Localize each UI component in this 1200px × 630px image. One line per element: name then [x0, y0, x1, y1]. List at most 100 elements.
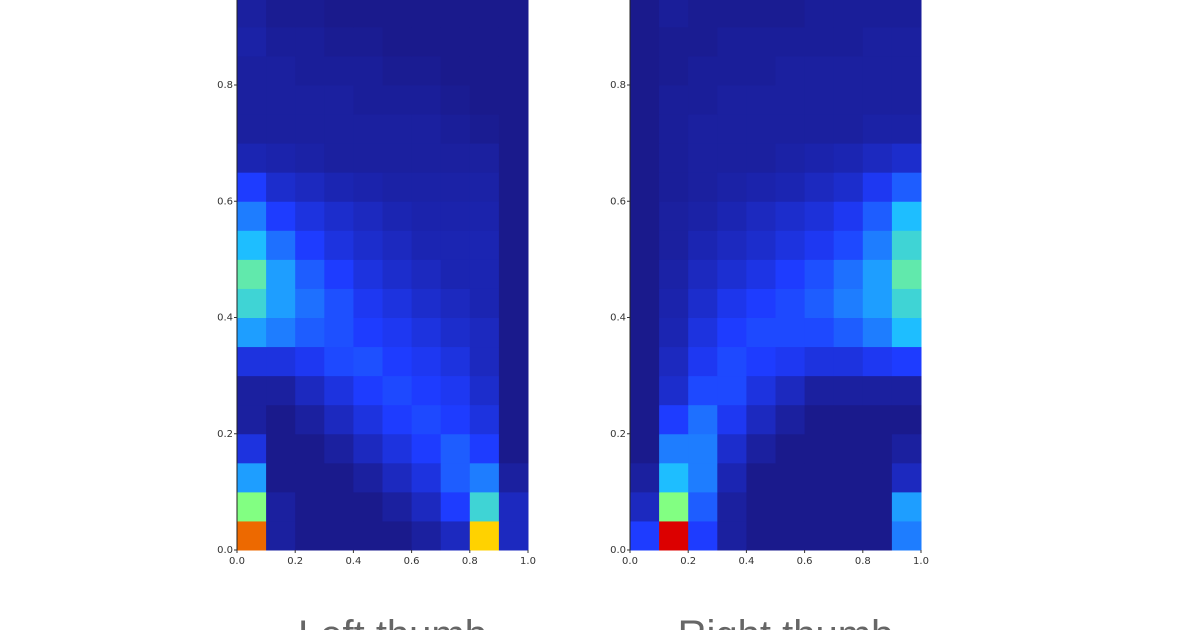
heatmap-cell: [688, 55, 718, 86]
heatmap-cell: [382, 288, 413, 318]
heatmap-cell: [353, 491, 383, 522]
heatmap-cell: [862, 462, 893, 493]
heatmap-cell: [411, 288, 442, 318]
heatmap-cell: [353, 375, 383, 406]
heatmap-cell: [717, 55, 747, 86]
heatmap-cell: [862, 259, 893, 289]
heatmap-cell: [862, 375, 893, 406]
heatmap-cell: [498, 288, 529, 318]
heatmap-cell: [775, 201, 806, 231]
y-tick-label: 0.6: [610, 196, 626, 207]
heatmap-cell: [862, 0, 893, 28]
heatmap-cell: [382, 114, 413, 144]
y-tick-label: 0.8: [610, 80, 626, 91]
heatmap-cell: [237, 491, 267, 522]
x-tick-label: 1.0: [913, 556, 929, 567]
heatmap-cell: [411, 26, 442, 57]
heatmap-cell: [688, 404, 718, 435]
heatmap-cell: [411, 346, 442, 377]
heatmap-cell: [775, 375, 806, 406]
heatmap-cell: [266, 404, 296, 435]
heatmap-cell: [775, 491, 806, 522]
heatmap-cell: [353, 143, 383, 173]
heatmap-cell: [440, 375, 471, 406]
heatmap-cell: [440, 230, 471, 260]
heatmap-cell: [833, 520, 864, 551]
heatmap-cell: [688, 346, 718, 377]
heatmap-cell: [353, 462, 383, 493]
x-tick-label: 0.2: [287, 556, 303, 567]
heatmap-cell: [659, 433, 689, 464]
heatmap-cell: [775, 404, 806, 435]
heatmap-cell: [266, 230, 296, 260]
heatmap-cell: [440, 346, 471, 377]
heatmap-cell: [804, 491, 835, 522]
heatmap-cell: [440, 26, 471, 57]
heatmap-cell: [746, 433, 776, 464]
heatmap-cell: [469, 114, 500, 144]
heatmap-cell: [353, 0, 383, 28]
heatmap-cell: [469, 317, 500, 348]
heatmap-cell: [630, 85, 660, 115]
y-tick-label: 0.2: [217, 429, 233, 440]
heatmap-cell: [295, 172, 325, 202]
heatmap-cell: [353, 55, 383, 86]
heatmap-cell: [746, 55, 776, 86]
heatmap-cell: [382, 404, 413, 435]
heatmap-cell: [862, 201, 893, 231]
heatmap-cell: [440, 317, 471, 348]
y-tick-label: 0.0: [217, 545, 233, 556]
heatmap-cell: [688, 114, 718, 144]
heatmap-cell: [353, 230, 383, 260]
heatmap-cell: [237, 201, 267, 231]
heatmap-cell: [833, 346, 864, 377]
heatmap-cell: [775, 172, 806, 202]
heatmap-cell: [411, 375, 442, 406]
heatmap-cell: [891, 201, 922, 231]
heatmap-cell: [746, 230, 776, 260]
heatmap-cell: [804, 230, 835, 260]
heatmap-cell: [353, 346, 383, 377]
heatmap-cell: [891, 0, 922, 28]
heatmap-cell: [440, 520, 471, 551]
heatmap-cell: [804, 375, 835, 406]
heatmap-cell: [266, 85, 296, 115]
heatmap-cell: [630, 201, 660, 231]
heatmap-cell: [266, 462, 296, 493]
heatmap-cell: [717, 346, 747, 377]
x-tick-label: 0.8: [855, 556, 871, 567]
heatmap-cell: [440, 55, 471, 86]
heatmap-cell: [659, 0, 689, 28]
heatmap-cell: [630, 462, 660, 493]
heatmap-cell: [411, 201, 442, 231]
heatmap-cell: [411, 85, 442, 115]
heatmap-cell: [717, 201, 747, 231]
heatmap-cell: [498, 433, 529, 464]
heatmap-cell: [498, 491, 529, 522]
heatmap-cell: [688, 317, 718, 348]
heatmap-cell: [266, 259, 296, 289]
heatmap-cell: [688, 288, 718, 318]
heatmap-cell: [717, 404, 747, 435]
heatmap-cell: [833, 85, 864, 115]
heatmap-cell: [659, 375, 689, 406]
heatmap-cell: [804, 143, 835, 173]
heatmap-cell: [324, 26, 354, 57]
heatmap-cell: [440, 491, 471, 522]
heatmap-cell: [891, 259, 922, 289]
heatmap-cell: [237, 26, 267, 57]
heatmap-cell: [891, 288, 922, 318]
heatmap-cell: [469, 55, 500, 86]
heatmap-cell: [324, 404, 354, 435]
heatmap-cell: [498, 114, 529, 144]
heatmap-cell: [862, 172, 893, 202]
heatmap-cell: [469, 172, 500, 202]
heatmap-cell: [498, 375, 529, 406]
heatmap-cell: [833, 201, 864, 231]
heatmap-cell: [324, 259, 354, 289]
heatmap-cell: [630, 375, 660, 406]
heatmap-cell: [717, 433, 747, 464]
heatmap-cell: [804, 172, 835, 202]
heatmap-cell: [630, 26, 660, 57]
